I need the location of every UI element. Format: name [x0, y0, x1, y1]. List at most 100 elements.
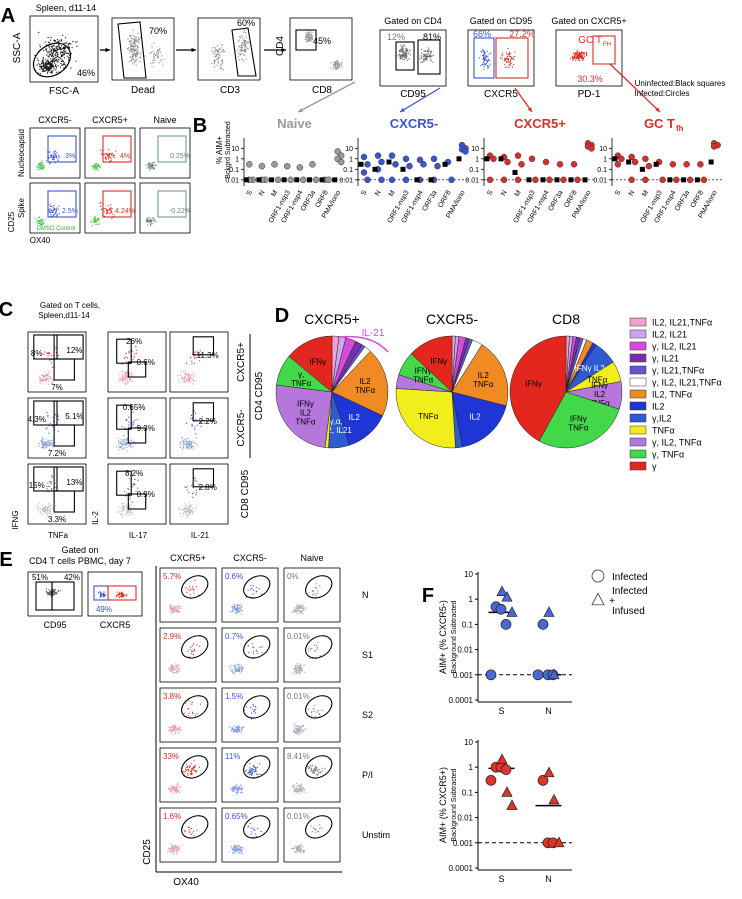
- gate: [127, 493, 147, 510]
- slice-label: IFNγ: [570, 415, 587, 424]
- uninfected-point: [386, 159, 392, 165]
- flow-plot-frame: [159, 627, 217, 683]
- arrow-line: [399, 87, 441, 113]
- label: Gated on CD4: [384, 16, 442, 26]
- gate: [33, 400, 58, 426]
- x-tick-label: S: [360, 189, 369, 197]
- infected-point: [642, 176, 649, 184]
- label: 70%: [149, 26, 167, 36]
- gate: [116, 338, 132, 364]
- flow-plot-frame: [283, 747, 341, 803]
- label: 3.3%: [48, 515, 66, 524]
- pie-slice: [451, 391, 507, 448]
- uninfected-point: [639, 166, 645, 172]
- slice-label: IFNγ: [430, 357, 447, 366]
- label: CD4 T cells PBMC, day 7: [29, 556, 131, 566]
- label: 7.2%: [48, 449, 66, 458]
- label: PD-1: [578, 89, 601, 100]
- x-tick-label: N: [628, 190, 637, 198]
- cell-events: [229, 603, 243, 615]
- flow-plot-frame: [169, 463, 229, 525]
- legend-marker: [591, 592, 605, 606]
- label: CD3: [220, 85, 240, 96]
- cell-events: [478, 48, 492, 70]
- infected-point: [325, 176, 332, 184]
- slice-label: TNFα: [473, 380, 494, 389]
- flow-plot-frame: [221, 687, 279, 743]
- label: N: [362, 590, 369, 600]
- x-tick-label: S: [498, 706, 504, 716]
- label: 15%: [29, 481, 45, 490]
- arrow-line: [297, 81, 356, 113]
- label: 11.3%: [197, 351, 219, 360]
- infected-point: [312, 176, 320, 184]
- y-tick-label: 0.01: [465, 177, 479, 184]
- slice-label: TNFα: [568, 424, 589, 433]
- data-point: [500, 619, 512, 630]
- label: DMSO Control: [36, 226, 75, 232]
- label: Dead: [131, 85, 155, 96]
- gate: [243, 695, 271, 719]
- infected-point: [296, 164, 304, 171]
- infected-point: [364, 161, 371, 168]
- label: 2.2%: [199, 417, 217, 426]
- slice-label: IFNγ: [525, 380, 542, 389]
- panel-label: F: [422, 585, 434, 607]
- cell-events: [168, 604, 182, 614]
- gate: [51, 581, 75, 611]
- infected-point: [560, 176, 567, 184]
- slice-label: IL2: [349, 413, 361, 422]
- gate: [192, 468, 215, 488]
- gate: [181, 635, 209, 659]
- label: 0.6%: [137, 358, 155, 367]
- cell-events: [243, 704, 257, 720]
- uninfected-point: [498, 156, 504, 162]
- cell-events: [45, 150, 60, 165]
- pie-title: CXCR5-: [426, 311, 478, 327]
- y-tick-label: 0.001: [453, 671, 474, 680]
- arrow-head: [281, 47, 286, 53]
- uninfected-point: [281, 177, 287, 183]
- cell-events: [181, 826, 198, 839]
- label: CD25: [142, 839, 153, 865]
- cell-events: [247, 823, 262, 838]
- label: 0.01%: [287, 632, 310, 641]
- infected-point: [287, 176, 294, 184]
- legend-swatch: [629, 401, 647, 411]
- label: Gated on CXCR5+: [551, 16, 626, 26]
- infected-point: [697, 161, 704, 168]
- flow-plot-frame: [159, 687, 217, 743]
- data-point: [548, 793, 560, 805]
- label: SSC-A: [12, 32, 23, 63]
- cell-events: [124, 478, 139, 503]
- y-tick-label: 0.1: [597, 167, 607, 174]
- y-tick-label: 0.01: [457, 814, 473, 823]
- column-header: CXCR5+: [92, 115, 128, 125]
- x-tick-label: N: [500, 190, 509, 198]
- cell-events: [178, 501, 197, 519]
- slice-label: IL2: [478, 371, 490, 380]
- infected-point: [360, 169, 368, 176]
- uninfected-point: [400, 166, 406, 172]
- label: 42%: [64, 573, 80, 582]
- infected-point: [374, 152, 382, 159]
- label: 5.1%: [65, 412, 83, 421]
- label: Gated on: [61, 545, 98, 555]
- uninfected-point: [243, 177, 249, 183]
- uninfected-point: [428, 177, 434, 183]
- uninfected-point: [306, 177, 312, 183]
- gate: [107, 585, 137, 601]
- infected-point: [570, 161, 578, 168]
- cell-events: [570, 50, 588, 61]
- label: 0.25%: [170, 153, 190, 160]
- x-tick-label: N: [258, 190, 267, 198]
- label: FSC-A: [49, 86, 79, 97]
- infected-point: [669, 161, 677, 168]
- flow-plot-frame: [159, 807, 217, 863]
- infected-point: [588, 145, 595, 152]
- label: 8%: [31, 349, 43, 358]
- cell-events: [116, 435, 135, 452]
- data-point: [496, 585, 508, 596]
- label: 11%: [225, 752, 240, 761]
